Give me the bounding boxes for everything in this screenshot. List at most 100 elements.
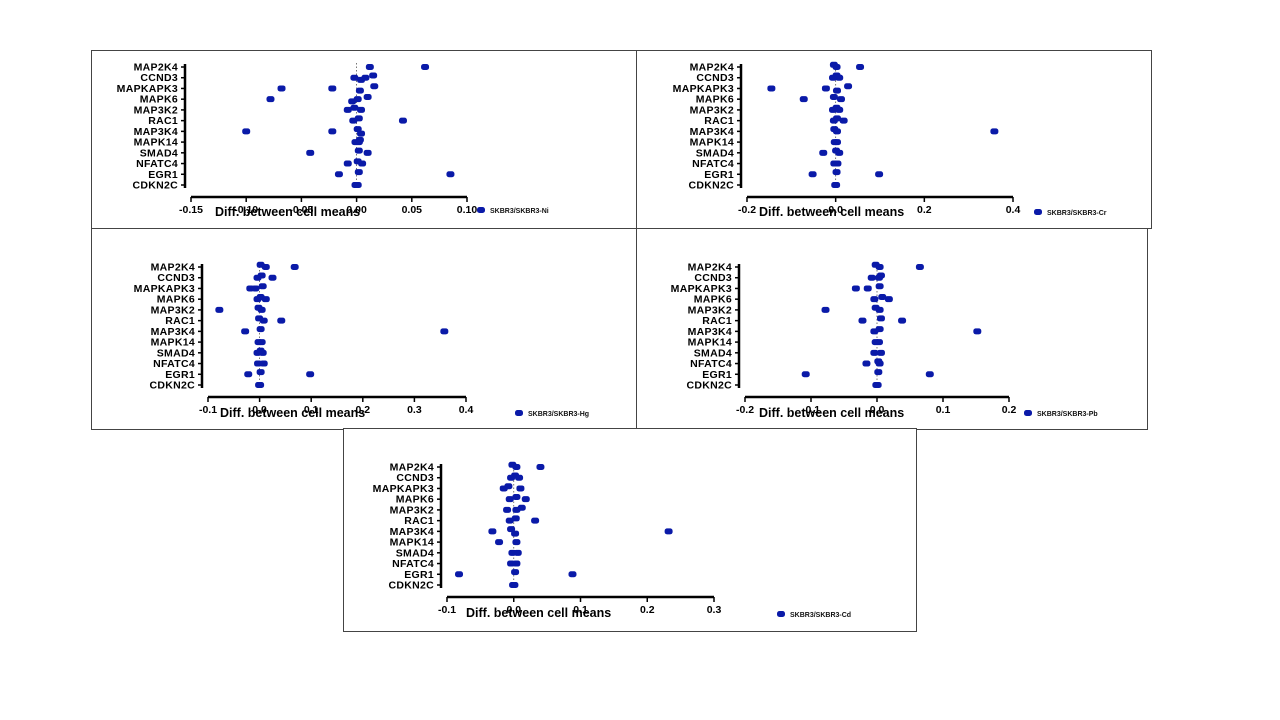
x-axis-title: Diff. between cell means bbox=[759, 406, 904, 420]
data-point bbox=[255, 315, 264, 322]
x-tick-label: 0.1 bbox=[573, 604, 588, 616]
data-point bbox=[851, 285, 860, 292]
data-point bbox=[830, 139, 839, 146]
data-point bbox=[268, 274, 277, 281]
y-tick-label: MAP2K4 bbox=[690, 62, 734, 74]
data-point bbox=[536, 464, 545, 470]
y-tick-label: MAPK6 bbox=[696, 94, 734, 106]
data-point bbox=[767, 85, 776, 92]
data-point bbox=[876, 272, 885, 279]
x-tick-label: -0.2 bbox=[736, 404, 754, 416]
x-tick-label: 0.3 bbox=[707, 604, 722, 616]
y-tick-label: CCND3 bbox=[694, 272, 732, 284]
y-tick-label: CDKN2C bbox=[688, 180, 734, 192]
chart-panel-cd: MAP2K4 CCND3 MAPKAPK3 MAPK6 MAP3K2 RAC1 MAP3K4… bbox=[343, 428, 917, 632]
data-point bbox=[829, 93, 838, 100]
data-point bbox=[832, 182, 841, 188]
chart-svg: MAP2K4CCND3MAPKAPK3MAPK6MAP3K2RAC1MAP3K4… bbox=[673, 61, 1107, 220]
y-tick-label: MAP3K2 bbox=[134, 104, 178, 116]
data-point bbox=[257, 272, 266, 279]
x-tick-label: -0.15 bbox=[179, 204, 203, 216]
data-point bbox=[801, 371, 810, 378]
legend-marker bbox=[477, 207, 485, 213]
x-tick-label: 0.00 bbox=[346, 204, 367, 216]
data-point bbox=[511, 530, 520, 537]
data-point bbox=[870, 296, 879, 303]
data-point bbox=[254, 304, 263, 311]
data-point bbox=[799, 96, 808, 103]
data-point bbox=[531, 517, 540, 524]
y-tick-label: NFATC4 bbox=[136, 158, 178, 170]
y-tick-label: SMAD4 bbox=[694, 347, 732, 359]
data-point bbox=[350, 104, 359, 111]
data-point bbox=[370, 83, 379, 90]
y-tick-label: MAPKAPK3 bbox=[373, 483, 434, 495]
x-tick-label: 0.2 bbox=[1002, 404, 1017, 416]
data-point bbox=[455, 571, 464, 578]
data-point bbox=[832, 72, 841, 79]
x-axis-title: Diff. between cell means bbox=[759, 205, 904, 219]
x-tick-label: 0.05 bbox=[402, 204, 423, 216]
data-point bbox=[844, 83, 853, 90]
data-point bbox=[241, 328, 250, 335]
data-point bbox=[357, 130, 366, 137]
y-tick-label: MAPK14 bbox=[151, 337, 195, 349]
data-point bbox=[568, 571, 577, 578]
data-point bbox=[508, 549, 517, 556]
data-point bbox=[898, 317, 907, 324]
data-point bbox=[505, 517, 514, 524]
data-point bbox=[915, 264, 924, 270]
data-point bbox=[355, 136, 364, 143]
y-tick-label: MAPK14 bbox=[688, 337, 732, 349]
chart-svg: MAP2K4CCND3MAPKAPK3MAPK6MAP3K2RAC1MAP3K4… bbox=[671, 262, 1098, 421]
y-tick-label: CDKN2C bbox=[132, 180, 178, 192]
x-tick-label: -0.1 bbox=[438, 604, 456, 616]
data-point bbox=[863, 285, 872, 292]
data-point bbox=[830, 160, 839, 167]
data-point bbox=[512, 539, 521, 546]
legend-marker bbox=[1034, 209, 1042, 215]
y-tick-label: RAC1 bbox=[165, 315, 195, 327]
data-point bbox=[821, 306, 830, 313]
legend-marker bbox=[777, 611, 785, 617]
y-tick-label: MAPKAPK3 bbox=[673, 83, 734, 95]
x-tick-label: -0.05 bbox=[289, 204, 313, 216]
data-point bbox=[328, 85, 337, 92]
data-point bbox=[876, 349, 885, 356]
data-point bbox=[505, 496, 514, 503]
data-point bbox=[354, 169, 363, 176]
x-tick-label: -0.1 bbox=[802, 404, 820, 416]
y-tick-label: MAP2K4 bbox=[151, 262, 195, 274]
x-tick-label: 0.1 bbox=[936, 404, 951, 416]
x-tick-label: 0.2 bbox=[355, 404, 370, 416]
x-tick-label: -0.10 bbox=[234, 204, 258, 216]
y-tick-label: SMAD4 bbox=[396, 547, 434, 559]
data-point bbox=[277, 85, 286, 92]
x-axis-title: Diff. between cell means bbox=[215, 205, 360, 219]
data-point bbox=[421, 64, 430, 70]
y-tick-label: SMAD4 bbox=[157, 347, 195, 359]
data-point bbox=[871, 304, 880, 311]
data-point bbox=[829, 61, 838, 68]
y-tick-label: EGR1 bbox=[704, 169, 734, 181]
data-point bbox=[334, 171, 343, 178]
y-tick-label: EGR1 bbox=[404, 569, 434, 581]
data-point bbox=[256, 369, 265, 376]
y-tick-label: MAPKAPK3 bbox=[117, 83, 178, 95]
data-point bbox=[839, 117, 848, 124]
data-point bbox=[819, 149, 828, 156]
chart-panel-cr: MAP2K4 CCND3 MAPKAPK3 MAPK6 MAP3K2 RAC1 MAP3K4… bbox=[636, 50, 1152, 229]
data-point bbox=[306, 149, 315, 156]
data-point bbox=[512, 493, 521, 500]
x-tick-label: 0.4 bbox=[459, 404, 474, 416]
data-point bbox=[510, 582, 519, 588]
chart-panel-ni: MAP2K4 CCND3 MAPKAPK3 MAPK6 MAP3K2 RAC1 MAP3K4… bbox=[91, 50, 637, 229]
y-tick-label: MAP3K4 bbox=[151, 326, 195, 338]
y-tick-label: MAP3K2 bbox=[690, 104, 734, 116]
data-point bbox=[244, 371, 253, 378]
y-tick-label: CCND3 bbox=[157, 272, 195, 284]
data-point bbox=[875, 326, 884, 333]
data-point bbox=[521, 496, 530, 503]
data-point bbox=[290, 264, 299, 270]
data-point bbox=[355, 87, 364, 94]
